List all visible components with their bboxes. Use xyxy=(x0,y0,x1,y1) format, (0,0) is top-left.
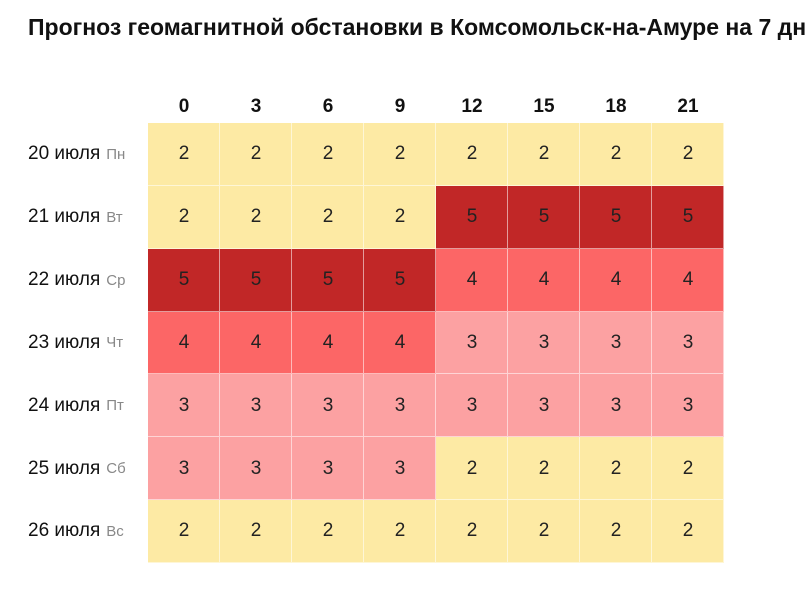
kp-cell: 3 xyxy=(220,374,292,438)
hour-header: 12 xyxy=(461,96,483,117)
kp-cell: 5 xyxy=(220,248,292,312)
day-weekday: Сб xyxy=(106,460,126,478)
kp-cell: 2 xyxy=(508,123,580,186)
kp-cell: 5 xyxy=(292,248,364,312)
kp-cell: 2 xyxy=(436,500,508,563)
page-title: Прогноз геомагнитной обстановки в Комсом… xyxy=(28,14,805,40)
table-corner xyxy=(28,90,148,123)
day-label: 26 июля Вс xyxy=(28,500,148,563)
day-weekday: Ср xyxy=(106,271,126,289)
hour-header: 6 xyxy=(322,96,334,117)
kp-cell: 2 xyxy=(364,185,436,249)
kp-cell: 3 xyxy=(364,437,436,501)
kp-cell: 2 xyxy=(508,500,580,563)
hour-header: 3 xyxy=(250,96,262,117)
kp-cell: 5 xyxy=(436,185,508,249)
kp-cell: 2 xyxy=(292,185,364,249)
kp-cell: 3 xyxy=(292,437,364,501)
kp-cell: 4 xyxy=(220,311,292,375)
day-weekday: Пн xyxy=(106,145,126,163)
kp-cell: 2 xyxy=(580,123,652,186)
day-weekday: Чт xyxy=(106,334,124,352)
day-date: 24 июля xyxy=(28,394,101,416)
forecast-table: 0 3 6 9 12 15 18 21 20 июля Пн 2 2 2 2 2 2 2 2 21 июля Вт 2 2… xyxy=(28,90,724,563)
kp-cell: 2 xyxy=(220,500,292,563)
kp-cell: 2 xyxy=(148,185,220,249)
kp-cell: 5 xyxy=(580,185,652,249)
day-weekday: Вт xyxy=(106,208,123,226)
day-date: 22 июля xyxy=(28,269,101,291)
kp-cell: 5 xyxy=(364,248,436,312)
day-label: 23 июля Чт xyxy=(28,312,148,375)
day-date: 25 июля xyxy=(28,457,101,479)
kp-cell: 4 xyxy=(364,311,436,375)
kp-cell: 3 xyxy=(508,311,580,375)
kp-cell: 4 xyxy=(580,248,652,312)
kp-cell: 4 xyxy=(652,248,724,312)
kp-cell: 3 xyxy=(148,374,220,438)
day-date: 23 июля xyxy=(28,331,101,353)
kp-cell: 2 xyxy=(364,123,436,186)
kp-cell: 2 xyxy=(436,123,508,186)
kp-cell: 2 xyxy=(652,123,724,186)
kp-cell: 3 xyxy=(364,374,436,438)
hour-header: 18 xyxy=(605,96,627,117)
kp-cell: 4 xyxy=(436,248,508,312)
kp-cell: 2 xyxy=(436,437,508,501)
hour-header: 0 xyxy=(178,96,190,117)
day-label: 21 июля Вт xyxy=(28,186,148,249)
hour-header: 21 xyxy=(677,96,699,117)
day-date: 21 июля xyxy=(28,206,101,228)
day-weekday: Вс xyxy=(106,522,124,540)
kp-cell: 4 xyxy=(148,311,220,375)
kp-cell: 2 xyxy=(148,500,220,563)
kp-cell: 3 xyxy=(580,311,652,375)
kp-cell: 3 xyxy=(580,374,652,438)
kp-cell: 2 xyxy=(652,437,724,501)
hour-header: 15 xyxy=(533,96,555,117)
kp-cell: 2 xyxy=(148,123,220,186)
kp-cell: 3 xyxy=(508,374,580,438)
day-label: 24 июля Пт xyxy=(28,374,148,437)
kp-cell: 5 xyxy=(508,185,580,249)
day-label: 20 июля Пн xyxy=(28,123,148,186)
kp-cell: 3 xyxy=(652,374,724,438)
day-label: 22 июля Ср xyxy=(28,249,148,312)
day-date: 26 июля xyxy=(28,520,101,542)
kp-cell: 3 xyxy=(436,311,508,375)
kp-cell: 4 xyxy=(292,311,364,375)
kp-cell: 5 xyxy=(652,185,724,249)
kp-cell: 2 xyxy=(580,437,652,501)
kp-cell: 2 xyxy=(220,185,292,249)
kp-cell: 2 xyxy=(580,500,652,563)
hour-header: 9 xyxy=(394,96,406,117)
kp-cell: 2 xyxy=(364,500,436,563)
kp-cell: 2 xyxy=(220,123,292,186)
kp-cell: 5 xyxy=(148,248,220,312)
kp-cell: 3 xyxy=(292,374,364,438)
title-area: Прогноз геомагнитной обстановки в Комсом… xyxy=(0,0,805,90)
kp-cell: 3 xyxy=(652,311,724,375)
kp-cell: 2 xyxy=(508,437,580,501)
kp-cell: 3 xyxy=(436,374,508,438)
kp-cell: 3 xyxy=(148,437,220,501)
day-weekday: Пт xyxy=(106,397,124,415)
kp-cell: 4 xyxy=(508,248,580,312)
kp-cell: 3 xyxy=(220,437,292,501)
kp-cell: 2 xyxy=(292,500,364,563)
kp-cell: 2 xyxy=(292,123,364,186)
day-date: 20 июля xyxy=(28,143,101,165)
kp-cell: 2 xyxy=(652,500,724,563)
day-label: 25 июля Сб xyxy=(28,437,148,500)
